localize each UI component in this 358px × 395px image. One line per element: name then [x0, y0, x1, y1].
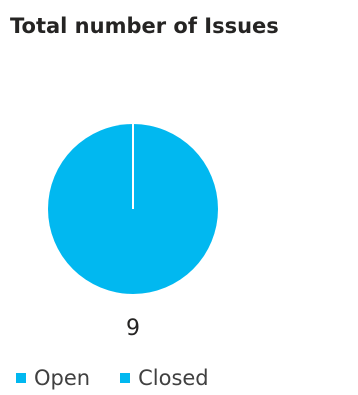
pie-chart-svg — [48, 124, 218, 294]
legend-item-open[interactable]: Open — [16, 366, 90, 390]
chart-title: Total number of Issues — [10, 14, 279, 38]
chart-legend: Open Closed — [16, 366, 239, 390]
total-count-label: 9 — [126, 316, 140, 341]
legend-swatch-closed — [120, 373, 131, 383]
legend-item-closed[interactable]: Closed — [120, 366, 209, 390]
pie-chart — [48, 124, 218, 294]
legend-swatch-open — [16, 373, 26, 383]
legend-label-closed: Closed — [138, 366, 209, 390]
legend-label-open: Open — [34, 366, 91, 390]
